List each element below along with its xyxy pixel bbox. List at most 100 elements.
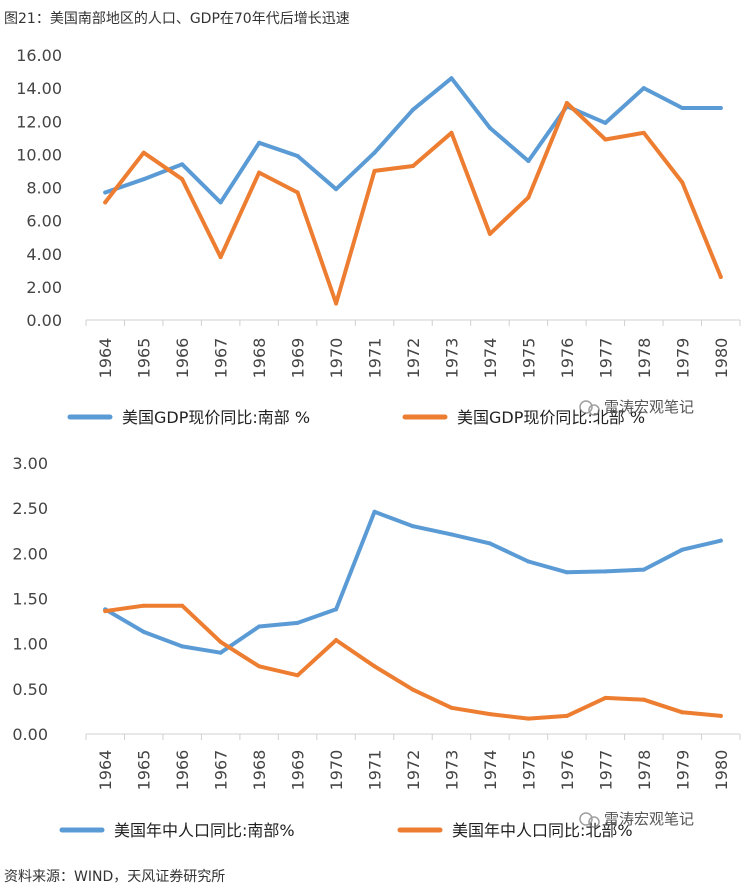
gdp-data-point <box>257 170 262 175</box>
pop-legend-label: 美国年中人口同比:南部% <box>114 821 295 840</box>
gdp-y-tick-label: 12.00 <box>16 112 62 131</box>
pop-y-tick-label: 1.50 <box>12 590 48 609</box>
gdp-x-tick-label: 1977 <box>596 338 615 379</box>
pop-data-point <box>680 710 685 715</box>
pop-y-tick-label: 2.00 <box>12 544 48 563</box>
pop-y-tick-label: 1.00 <box>12 635 48 654</box>
pop-data-point <box>603 569 608 574</box>
pop-x-tick-label: 1965 <box>135 750 154 791</box>
pop-legend-label: 美国年中人口同比:北部% <box>452 821 633 840</box>
gdp-series-north-line <box>103 101 723 306</box>
gdp-data-point <box>334 187 339 192</box>
gdp-series-south-line <box>103 76 723 205</box>
gdp-data-point <box>641 130 646 135</box>
gdp-x-tick-label: 1968 <box>250 338 269 379</box>
population-growth-chart: 0.00 0.50 1.00 1.50 2.00 2.50 3.00 1964 1965 1966… <box>12 454 741 840</box>
pop-x-tick-label: 1964 <box>96 750 115 791</box>
pop-data-point <box>411 687 415 692</box>
pop-y-tick-label: 3.00 <box>12 454 48 473</box>
gdp-x-tick-label: 1964 <box>96 338 115 379</box>
gdp-x-tick-label: 1978 <box>635 338 654 379</box>
gdp-x-tick-label: 1980 <box>712 338 731 379</box>
pop-x-tick-label: 1972 <box>404 750 423 791</box>
gdp-y-tick-label: 14.00 <box>16 79 62 98</box>
pop-data-point <box>411 524 415 529</box>
pop-data-point <box>372 509 377 514</box>
watermark-icon <box>579 812 600 828</box>
gdp-data-point <box>103 200 108 205</box>
gdp-data-point <box>718 106 723 110</box>
pop-y-tick-label: 0.50 <box>12 680 48 699</box>
gdp-data-point <box>449 130 454 135</box>
gdp-x-tick-label: 1974 <box>481 338 500 379</box>
pop-series-south-line <box>103 509 723 655</box>
pop-data-point <box>180 603 185 608</box>
watermark-icon <box>579 400 600 416</box>
gdp-x-tick-label: 1973 <box>442 338 461 379</box>
gdp-y-tick-label: 4.00 <box>26 245 62 264</box>
gdp-data-point <box>218 255 223 260</box>
pop-x-tick-label: 1980 <box>712 750 731 791</box>
gdp-x-tick-label: 1976 <box>558 338 577 379</box>
gdp-x-tick-label: 1966 <box>173 338 192 379</box>
gdp-data-point <box>680 106 685 110</box>
pop-x-tick-label: 1979 <box>673 750 692 791</box>
gdp-data-point <box>487 231 492 236</box>
gdp-growth-chart: 0.00 2.00 4.00 6.00 8.00 10.00 12.00 14.00 16.00… <box>16 46 741 427</box>
pop-series-north-line <box>103 603 723 721</box>
gdp-data-point <box>180 177 185 182</box>
gdp-y-tick-label: 0.00 <box>26 311 62 330</box>
pop-x-tick-label: 1971 <box>366 750 385 791</box>
pop-x-tick-label: 1975 <box>519 750 538 791</box>
gdp-x-tick-label: 1979 <box>673 338 692 379</box>
gdp-legend-label: 美国GDP现价同比:南部 % <box>122 408 310 427</box>
gdp-data-point <box>718 274 723 279</box>
pop-data-point <box>487 712 492 717</box>
gdp-x-tick-label: 1972 <box>404 338 423 379</box>
gdp-data-point <box>680 180 685 185</box>
gdp-data-point <box>295 154 300 159</box>
pop-data-point <box>218 639 223 644</box>
pop-data-point <box>180 644 185 649</box>
pop-y-tick-label: 2.50 <box>12 499 48 518</box>
pop-x-tick-label: 1974 <box>481 750 500 791</box>
gdp-data-point <box>603 120 608 125</box>
pop-data-point <box>218 650 223 655</box>
pop-data-point <box>526 716 531 721</box>
gdp-data-point <box>449 76 454 81</box>
pop-data-point <box>141 603 146 608</box>
pop-data-point <box>449 532 454 537</box>
gdp-data-point <box>641 86 646 91</box>
gdp-data-point <box>141 177 146 182</box>
pop-x-tick-label: 1969 <box>289 750 308 791</box>
gdp-y-tick-label: 16.00 <box>16 46 62 65</box>
source-note: 资料来源：WIND，天风证券研究所 <box>4 869 226 885</box>
gdp-y-tick-label: 10.00 <box>16 145 62 164</box>
gdp-data-point <box>487 125 492 130</box>
gdp-data-point <box>372 168 377 173</box>
pop-data-point <box>564 570 569 575</box>
gdp-data-point <box>103 190 108 195</box>
gdp-data-point <box>372 150 377 155</box>
pop-data-point <box>103 609 108 614</box>
gdp-x-tick-label: 1975 <box>519 338 538 379</box>
pop-data-point <box>295 620 300 625</box>
pop-data-point <box>603 695 608 700</box>
gdp-x-tick-label: 1967 <box>212 338 231 379</box>
pop-data-point <box>487 541 492 546</box>
pop-data-point <box>141 629 146 634</box>
pop-data-point <box>718 538 723 543</box>
pop-x-tick-label: 1976 <box>558 750 577 791</box>
pop-data-point <box>295 673 300 678</box>
pop-x-tick-label: 1978 <box>635 750 654 791</box>
gdp-y-tick-label: 6.00 <box>26 212 62 231</box>
pop-y-tick-label: 0.00 <box>12 725 48 744</box>
pop-x-tick-label: 1973 <box>442 750 461 791</box>
pop-data-point <box>334 638 339 643</box>
gdp-x-tick-label: 1971 <box>366 338 385 379</box>
pop-data-point <box>680 547 685 552</box>
gdp-y-tick-label: 8.00 <box>26 179 62 198</box>
gdp-data-point <box>295 190 300 195</box>
gdp-x-tick-label: 1970 <box>327 338 346 379</box>
pop-watermark-text: 雷涛宏观笔记 <box>604 810 694 828</box>
